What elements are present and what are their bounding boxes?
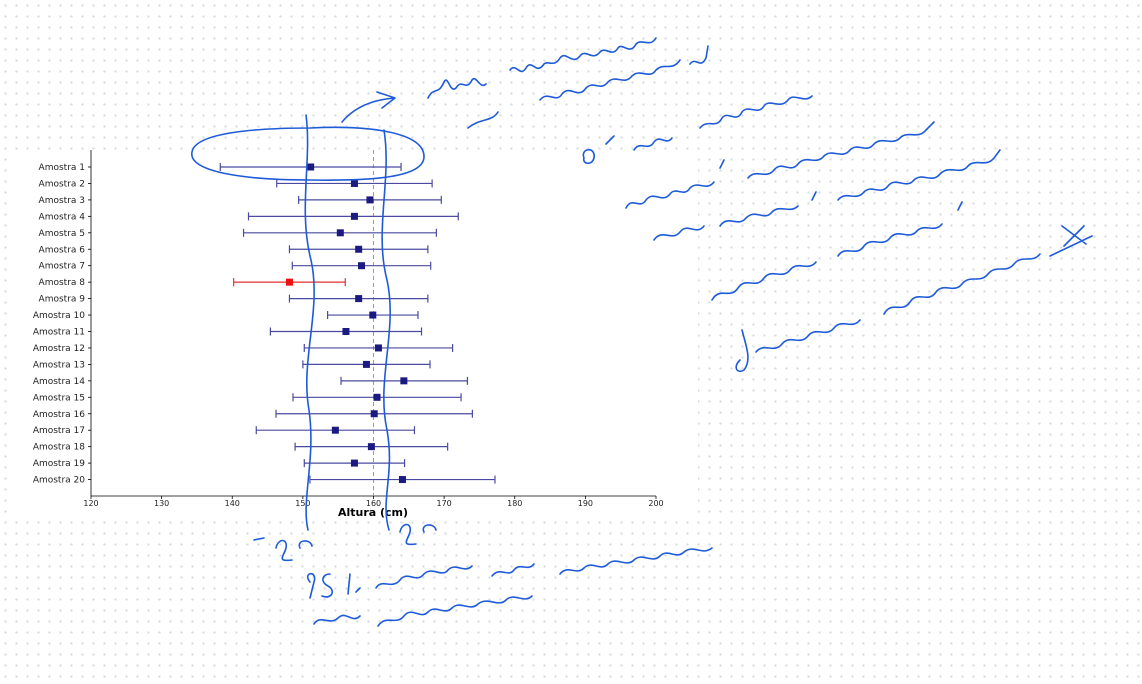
x-tick-label: 190: [578, 499, 593, 508]
minus-2c: [253, 537, 313, 562]
category-label: Amostra 1: [39, 163, 85, 173]
plot-area: 120 130 140 150 160 170 180 190 200 Amostra 1 Amos…: [33, 150, 664, 508]
mean-point: [355, 295, 363, 303]
scribble-line-7: [735, 225, 1093, 373]
mean-point: [362, 360, 370, 368]
mean-point: [342, 328, 350, 335]
category-label: Amostra 12: [33, 344, 85, 354]
mean-point: [331, 426, 339, 434]
circle-annotation: [191, 126, 425, 181]
category-label: Amostra 9: [39, 295, 86, 305]
scribble-line-6: [711, 201, 963, 301]
x-tick-label: 130: [154, 499, 169, 508]
category-label: Amostra 8: [39, 278, 86, 288]
mean-point: [285, 278, 293, 286]
scribble-line-2: [467, 45, 709, 129]
category-label: Amostra 19: [33, 459, 85, 469]
category-label: Amostra 16: [33, 410, 85, 420]
mean-point: [350, 179, 358, 187]
mean-point: [373, 393, 381, 401]
category-label: Amostra 3: [39, 196, 85, 206]
mean-point: [367, 443, 375, 451]
category-label: Amostra 14: [33, 377, 85, 387]
scribble-line-5: [653, 149, 1001, 241]
x-tick-label: 180: [507, 499, 522, 508]
handwriting-ink: [191, 37, 1093, 627]
x-tick-label: 200: [648, 499, 663, 508]
mean-point: [400, 377, 408, 385]
category-label: Amostra 17: [33, 426, 85, 436]
mean-point: [350, 212, 358, 220]
plus-2c: [399, 523, 437, 546]
category-label: Amostra 7: [39, 262, 85, 272]
band-right: [381, 129, 391, 531]
x-tick-label: 150: [295, 499, 310, 508]
scribble-line-8: [307, 547, 713, 599]
mean-point: [357, 262, 365, 270]
x-tick-label: 120: [83, 499, 98, 508]
mean-point: [307, 163, 315, 171]
arrow-annotation: [341, 91, 396, 123]
category-label: Amostra 20: [33, 476, 85, 486]
category-label: Amostra 18: [33, 443, 85, 453]
scribble-line-4: [625, 121, 935, 209]
x-tick-label: 170: [436, 499, 451, 508]
x-axis-title: Altura (cm): [338, 506, 408, 519]
category-label: Amostra 6: [39, 245, 86, 255]
category-label: Amostra 11: [33, 328, 85, 338]
mean-point: [374, 344, 382, 352]
category-label: Amostra 13: [33, 360, 85, 370]
category-label: Amostra 5: [39, 229, 85, 239]
category-label: Amostra 15: [33, 393, 85, 403]
band-left: [304, 114, 315, 531]
mean-point: [369, 311, 377, 319]
scribble-line-3: [582, 95, 813, 165]
category-label: Amostra 4: [39, 212, 86, 222]
category-label: Amostra 2: [39, 179, 85, 189]
mean-point: [366, 196, 374, 204]
plot-background: [8, 150, 698, 520]
scribble-line-1: [427, 37, 657, 99]
mean-point: [336, 229, 344, 237]
mean-point: [355, 245, 363, 253]
scribble-line-9: [313, 595, 533, 627]
x-tick-label: 140: [225, 499, 240, 508]
x-tick-label: 160: [366, 499, 381, 508]
mean-point: [350, 459, 358, 467]
mean-point: [370, 410, 378, 418]
mean-point: [398, 476, 406, 484]
category-label: Amostra 10: [33, 311, 85, 321]
